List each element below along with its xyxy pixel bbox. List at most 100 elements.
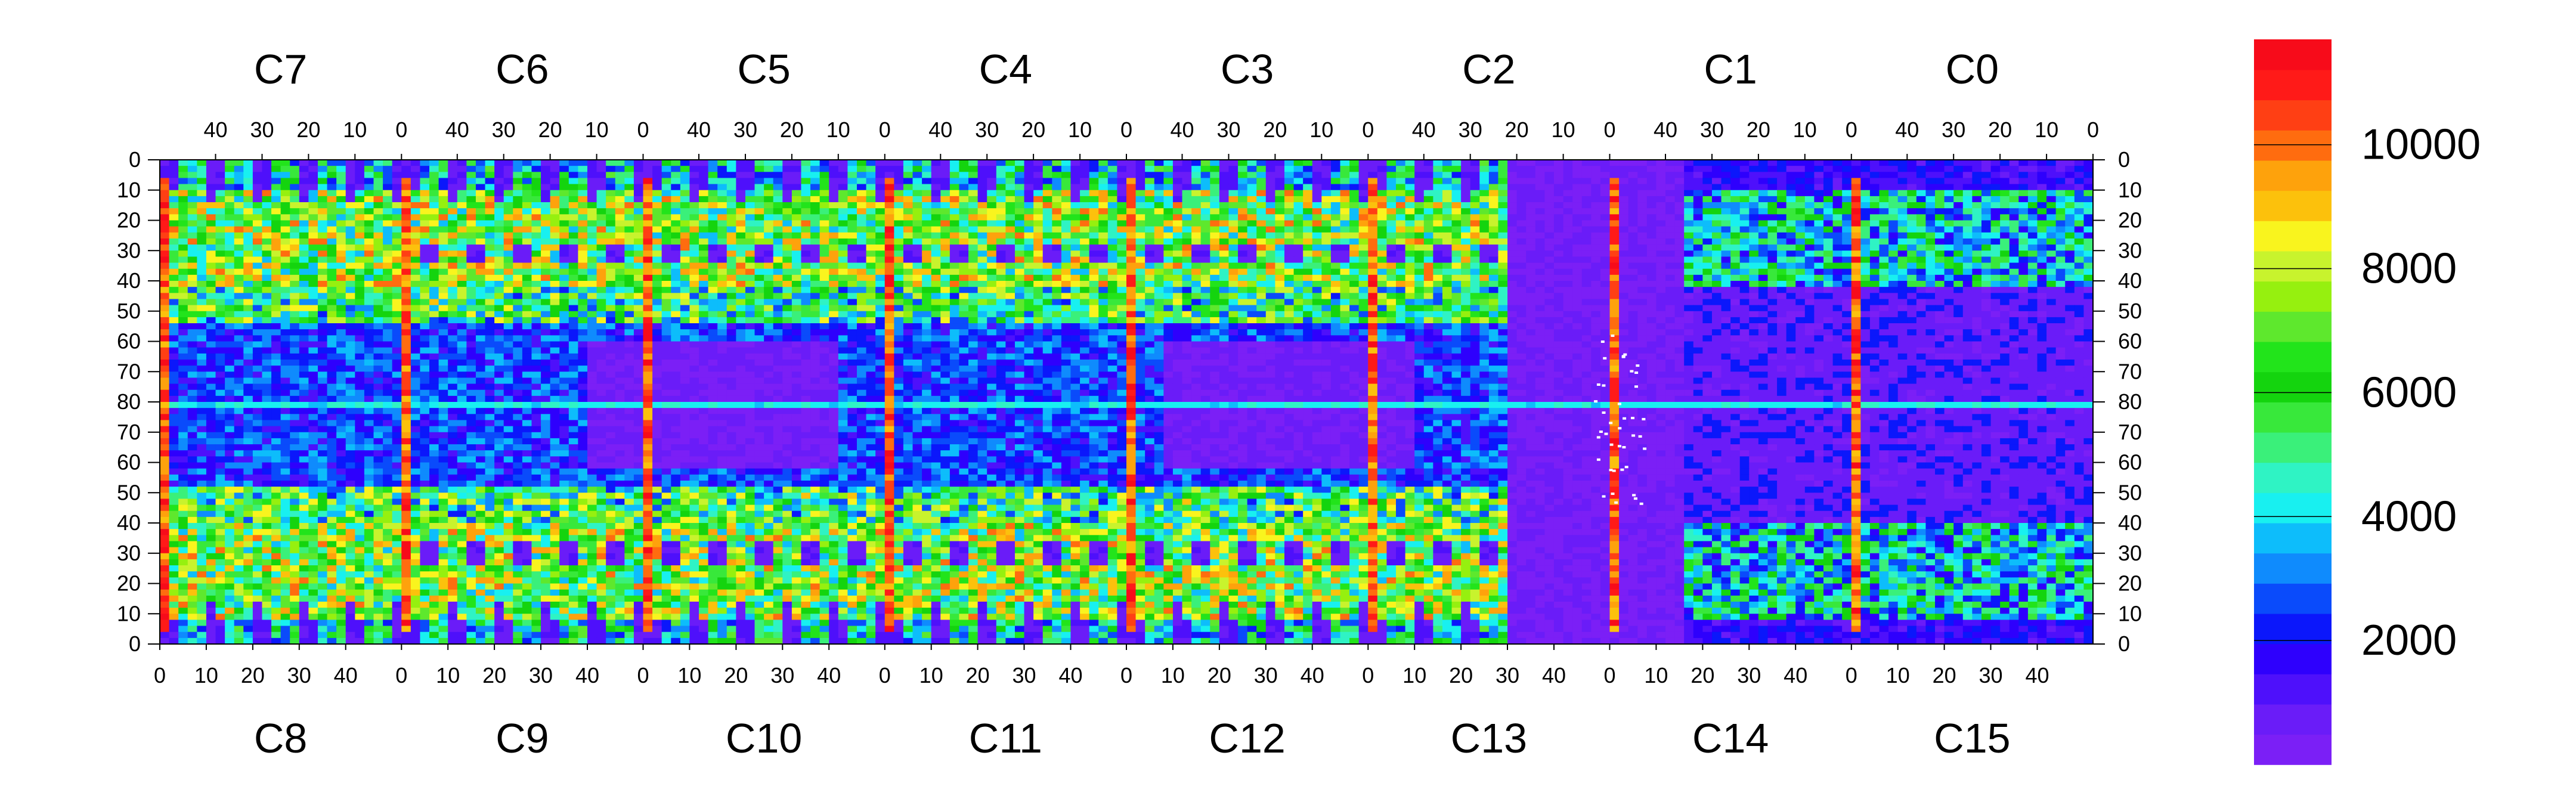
heatmap-cell [541, 238, 551, 245]
heatmap-cell [1005, 172, 1015, 179]
heatmap-cell [1247, 268, 1257, 275]
heatmap-cell [438, 208, 448, 215]
heatmap-cell [1869, 232, 1880, 239]
heatmap-cell [1600, 244, 1611, 251]
heatmap-cell [1860, 226, 1871, 233]
heatmap-cell [1656, 184, 1666, 191]
heatmap-cell [383, 232, 393, 239]
heatmap-cell [1591, 250, 1601, 257]
heatmap-cell [1767, 293, 1778, 300]
heatmap-cell [1265, 166, 1275, 172]
heatmap-cell [197, 268, 207, 275]
heatmap-cell [1609, 244, 1620, 251]
heatmap-cell [1433, 268, 1443, 275]
heatmap-cell [1284, 220, 1295, 227]
heatmap-cell [308, 208, 318, 215]
heatmap-cell [1024, 268, 1034, 275]
heatmap-cell [559, 220, 569, 227]
heatmap-cell [1154, 262, 1164, 270]
heatmap-cell [1052, 166, 1062, 172]
heatmap-cell [1135, 160, 1145, 166]
heatmap-cell [2027, 202, 2038, 209]
heatmap-cell [1526, 293, 1536, 300]
heatmap-cell [1591, 244, 1601, 251]
heatmap-cell [2046, 287, 2057, 293]
heatmap-cell [1591, 232, 1601, 239]
heatmap-cell [1925, 172, 1936, 179]
heatmap-cell [1563, 238, 1573, 245]
heatmap-cell [764, 190, 774, 197]
heatmap-cell [1293, 293, 1304, 300]
heatmap-cell [206, 250, 216, 257]
heatmap-cell [1238, 208, 1248, 215]
heatmap-cell [345, 250, 355, 257]
heatmap-cell [475, 166, 486, 172]
heatmap-cell [689, 268, 699, 275]
heatmap-cell [1126, 184, 1137, 191]
heatmap-cell [1349, 214, 1360, 221]
heatmap-cell [197, 256, 207, 264]
heatmap-cell [875, 293, 886, 300]
heatmap-cell [1145, 172, 1155, 179]
heatmap-cell [1024, 274, 1034, 281]
heatmap-cell [578, 256, 588, 264]
heatmap-cell [1461, 166, 1471, 172]
heatmap-cell [1210, 238, 1220, 245]
heatmap-cell [1284, 160, 1295, 166]
heatmap-cell [317, 184, 328, 191]
heatmap-cell [1451, 202, 1462, 209]
heatmap-cell [1405, 178, 1415, 185]
heatmap-cell [1535, 178, 1545, 185]
heatmap-cell [234, 172, 244, 179]
heatmap-cell [838, 196, 849, 203]
heatmap-cell [1907, 232, 1917, 239]
heatmap-cell [1665, 196, 1676, 203]
heatmap-cell [234, 184, 244, 191]
heatmap-cell [1832, 244, 1843, 251]
heatmap-cell [764, 226, 774, 233]
heatmap-cell [1990, 190, 2001, 197]
heatmap-cell [1163, 172, 1174, 179]
heatmap-cell [1210, 274, 1220, 281]
heatmap-cell [1535, 274, 1545, 281]
heatmap-cell [541, 232, 551, 239]
heatmap-cell [1879, 208, 1889, 215]
heatmap-cell [1684, 238, 1694, 245]
heatmap-cell [1349, 268, 1360, 275]
heatmap-cell [1405, 238, 1415, 245]
heatmap-cell [680, 293, 691, 300]
heatmap-cell [1219, 160, 1230, 166]
heatmap-cell [355, 190, 365, 197]
heatmap-cell [485, 208, 495, 215]
heatmap-cell [187, 268, 197, 275]
heatmap-cell [1804, 172, 1815, 179]
heatmap-cell [949, 256, 960, 264]
heatmap-cell [1711, 274, 1722, 281]
heatmap-cell [541, 274, 551, 281]
heatmap-cell [336, 226, 346, 233]
heatmap-cell [252, 238, 263, 245]
heatmap-cell [1860, 196, 1871, 203]
heatmap-cell [959, 268, 969, 275]
heatmap-cell [290, 293, 300, 300]
heatmap-cell [2018, 244, 2029, 251]
heatmap-cell [225, 220, 235, 227]
heatmap-cell [373, 166, 383, 172]
heatmap-cell [791, 256, 802, 264]
heatmap-cell [280, 238, 290, 245]
heatmap-cell [2009, 214, 2019, 221]
heatmap-cell [178, 281, 188, 287]
heatmap-cell [531, 220, 541, 227]
heatmap-cell [633, 293, 644, 300]
heatmap-cell [1981, 202, 1992, 209]
heatmap-cell [299, 184, 309, 191]
heatmap-cell [903, 208, 914, 215]
heatmap-cell [345, 190, 355, 197]
heatmap-cell [931, 274, 941, 281]
heatmap-cell [1247, 208, 1257, 215]
heatmap-cell [1916, 287, 1927, 293]
heatmap-cell [940, 208, 950, 215]
heatmap-cell [1953, 214, 1964, 221]
heatmap-cell [541, 281, 551, 287]
heatmap-cell [1804, 220, 1815, 227]
